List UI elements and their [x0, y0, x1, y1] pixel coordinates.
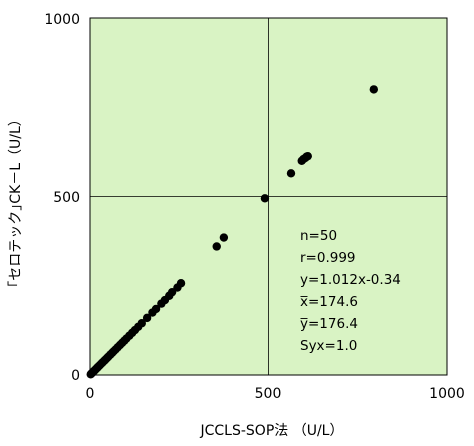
x-tick-label: 500	[255, 386, 282, 402]
y-tick-label: 500	[53, 190, 80, 206]
data-point	[176, 279, 186, 288]
data-point	[369, 85, 379, 94]
y-tick-label: 0	[71, 368, 80, 384]
x-axis-label: JCCLS-SOP法 （U/L）	[200, 423, 344, 439]
stat-r: r=0.999	[300, 250, 356, 266]
stat-n: n=50	[300, 228, 337, 244]
data-point	[286, 169, 296, 178]
stat-y-mean: y̅=176.4	[300, 316, 358, 332]
data-point	[212, 242, 221, 251]
stat-syx: Syx=1.0	[300, 338, 357, 354]
statistics-box: n=50 r=0.999 y=1.012x-0.34 x̅=174.6 y̅=1…	[300, 228, 401, 354]
data-point	[137, 319, 146, 328]
y-tick-label: 1000	[44, 12, 80, 28]
y-axis-label: ｢セロテック｣CK－L（U/L）	[8, 112, 24, 288]
data-point	[260, 194, 270, 203]
data-point	[142, 313, 152, 323]
data-point	[151, 304, 161, 314]
data-point	[303, 151, 312, 161]
x-tick-label: 0	[86, 386, 95, 402]
data-points	[86, 85, 379, 379]
data-point	[219, 233, 229, 242]
x-tick-label: 1000	[429, 386, 465, 402]
stat-regression: y=1.012x-0.34	[300, 272, 401, 288]
stat-x-mean: x̅=174.6	[300, 294, 358, 310]
